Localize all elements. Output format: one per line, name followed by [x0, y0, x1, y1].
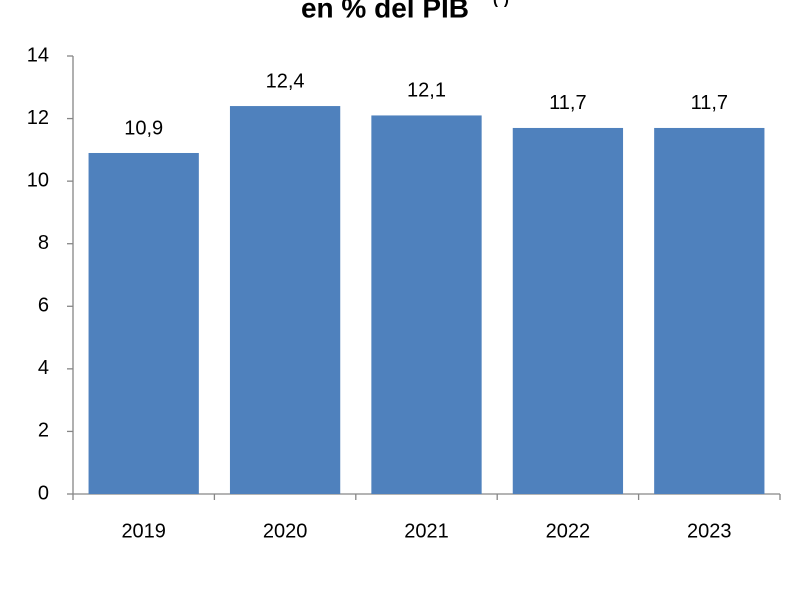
y-tick-label: 8	[38, 232, 49, 254]
y-tick-label: 6	[38, 295, 49, 317]
x-tick-label: 2020	[263, 520, 308, 542]
value-label: 12,1	[407, 80, 446, 102]
bar	[88, 152, 199, 494]
chart-title: en % del PIB	[301, 0, 469, 23]
value-label: 11,7	[691, 92, 728, 114]
value-label: 12,4	[266, 70, 305, 92]
bar	[512, 127, 624, 494]
value-label: 11,7	[549, 92, 586, 114]
title-superscript: (*)	[493, 0, 509, 8]
bar	[229, 106, 341, 495]
y-tick-label: 2	[38, 420, 49, 442]
y-tick-label: 12	[27, 107, 49, 129]
x-tick-label: 2019	[121, 520, 166, 542]
x-tick-label: 2023	[687, 520, 732, 542]
y-tick-label: 14	[27, 44, 49, 66]
x-tick-label: 2022	[546, 520, 591, 542]
x-tick-label: 2021	[404, 520, 449, 542]
y-tick-label: 4	[38, 357, 49, 379]
bar	[654, 127, 765, 494]
value-label: 10,9	[124, 117, 163, 139]
y-tick-label: 10	[27, 169, 49, 191]
bar	[371, 115, 482, 494]
y-tick-label: 0	[38, 482, 49, 504]
